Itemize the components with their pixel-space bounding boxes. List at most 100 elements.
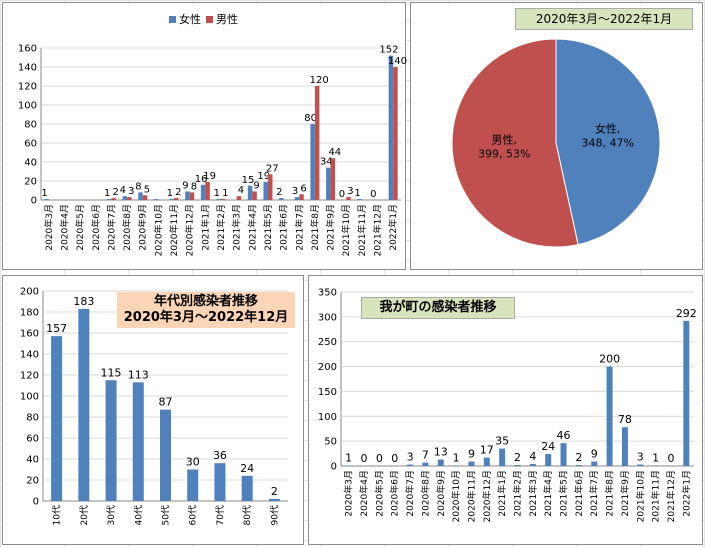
y-tick-label: 40 xyxy=(26,455,39,466)
bar-female xyxy=(310,124,315,200)
x-tick-label: 10代 xyxy=(52,505,63,525)
x-tick-label: 2021年5月 xyxy=(558,470,570,517)
x-tick-label: 2021年2月 xyxy=(215,204,227,251)
data-label: 5 xyxy=(144,184,150,195)
age-group-plot: 0 20 40 60 80 100 120 140 160 180 200 157 183 115 113 8… xyxy=(20,287,288,525)
x-tick-label: 2021年10月 xyxy=(634,470,646,522)
data-label: 44 xyxy=(328,147,341,158)
x-tick-label: 2020年11月 xyxy=(168,204,180,256)
data-label: 24 xyxy=(240,462,254,475)
gender-pie-chart: 2020年3月～2022年1月 女性, 348, 47% 男性, 399, 53% xyxy=(410,2,703,270)
x-tick-label: 70代 xyxy=(215,505,226,525)
data-label: 120 xyxy=(310,75,329,86)
age-chart-title: 年代別感染者推移 xyxy=(153,294,258,309)
data-label: 15 xyxy=(242,175,255,186)
town-bar xyxy=(483,457,490,466)
y-tick-label: 0 xyxy=(31,196,37,207)
data-label: 87 xyxy=(159,396,173,409)
age-bar xyxy=(214,463,226,501)
x-tick-label: 2020年12月 xyxy=(184,204,196,256)
town-bar xyxy=(591,461,598,466)
x-tick-label: 2021年12月 xyxy=(372,204,384,256)
town-bar xyxy=(545,454,552,466)
town-bar xyxy=(422,462,429,466)
data-label: 4 xyxy=(238,185,244,196)
x-tick-label: 2021年4月 xyxy=(542,470,554,517)
town-chart-title: 我が町の感染者推移 xyxy=(361,297,515,319)
x-tick-label: 2020年8月 xyxy=(121,204,133,251)
data-label: 2 xyxy=(276,187,282,198)
bar-female xyxy=(357,199,362,200)
data-label: 0 xyxy=(361,452,368,465)
bar-male xyxy=(142,195,148,200)
x-tick-label: 2021年8月 xyxy=(604,470,616,517)
bar-male xyxy=(174,198,179,200)
bar-male xyxy=(236,196,242,200)
age-bar xyxy=(105,380,117,501)
data-label: 0 xyxy=(391,452,398,465)
gender-monthly-chart: 女性 男性 0 20 40 60 80 100 120 140 160 1 1 4 8 1 9 16 1 15 19… xyxy=(2,2,407,270)
data-label: 4 xyxy=(529,450,536,463)
bar-female xyxy=(138,192,143,200)
x-tick-label: 90代 xyxy=(269,505,280,525)
data-label: 7 xyxy=(422,449,429,462)
x-tick-label: 2020年3月 xyxy=(343,470,355,517)
x-tick-label: 2021年6月 xyxy=(573,470,585,517)
x-tick-label: 30代 xyxy=(106,505,117,525)
x-tick-label: 20代 xyxy=(79,505,90,525)
y-tick-label: 80 xyxy=(26,413,39,424)
legend-female-label: 女性 xyxy=(179,13,201,26)
y-tick-label: 100 xyxy=(318,412,337,423)
data-label: 80 xyxy=(304,113,317,124)
y-tick-label: 150 xyxy=(318,387,337,398)
x-tick-label: 2021年7月 xyxy=(293,204,305,251)
y-tick-label: 140 xyxy=(20,350,39,361)
data-label: 78 xyxy=(618,413,632,426)
x-tick-label: 2021年9月 xyxy=(325,204,337,251)
y-tick-label: 200 xyxy=(20,287,39,298)
data-label: 9 xyxy=(182,180,188,191)
bar-female xyxy=(388,55,394,200)
x-tick-label: 2021年6月 xyxy=(278,204,290,251)
data-label: 1 xyxy=(41,188,47,199)
data-label: 1 xyxy=(104,188,110,199)
data-label: 1 xyxy=(167,188,173,199)
x-tick-label: 2021年3月 xyxy=(231,204,243,251)
data-label: 1 xyxy=(652,452,659,465)
data-label: 8 xyxy=(191,181,197,192)
age-bar xyxy=(160,409,171,501)
y-tick-label: 50 xyxy=(324,437,337,448)
data-label: 13 xyxy=(434,446,448,459)
town-bar xyxy=(621,427,628,466)
age-bar xyxy=(78,308,90,501)
x-tick-label: 2020年4月 xyxy=(358,470,370,517)
data-label: 8 xyxy=(135,181,141,192)
x-tick-label: 2020年10月 xyxy=(450,470,462,522)
pie-label-value: 399, 53% xyxy=(478,148,530,161)
data-label: 292 xyxy=(676,307,697,320)
town-bar xyxy=(437,459,444,466)
y-tick-label: 160 xyxy=(20,329,39,340)
data-label: 115 xyxy=(101,366,122,379)
data-label: 3 xyxy=(128,186,134,197)
town-bar xyxy=(468,461,475,466)
data-label: 2 xyxy=(575,451,582,464)
bar-male xyxy=(252,191,257,200)
data-label: 1 xyxy=(354,188,360,199)
x-tick-label: 2021年1月 xyxy=(496,470,508,517)
bar-female xyxy=(122,196,128,200)
data-label: 35 xyxy=(495,435,509,448)
x-tick-label: 2021年5月 xyxy=(262,204,274,251)
x-tick-label: 2021年1月 xyxy=(199,204,211,251)
pie-title: 2020年3月～2022年1月 xyxy=(515,8,693,30)
x-tick-label: 2021年7月 xyxy=(588,470,600,517)
data-label: 113 xyxy=(128,368,149,381)
bar-female xyxy=(247,185,253,200)
y-tick-label: 40 xyxy=(24,158,37,169)
data-label: 27 xyxy=(266,163,279,174)
gender-legend: 女性 男性 xyxy=(169,11,238,27)
data-label: 1 xyxy=(214,188,220,199)
bar-female xyxy=(185,191,190,200)
data-label: 9 xyxy=(468,448,475,461)
x-tick-label: 2021年2月 xyxy=(512,470,524,517)
